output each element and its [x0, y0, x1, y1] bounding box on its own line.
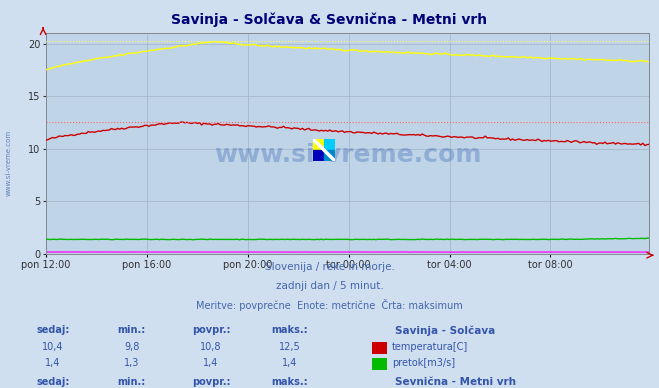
Text: povpr.:: povpr.:	[192, 378, 230, 387]
Text: Savinja - Solčava & Sevnična - Metni vrh: Savinja - Solčava & Sevnična - Metni vrh	[171, 13, 488, 27]
Text: 12,5: 12,5	[279, 342, 301, 352]
Text: Savinja - Solčava: Savinja - Solčava	[395, 325, 496, 336]
Text: 1,4: 1,4	[203, 358, 219, 368]
Bar	[313, 139, 324, 150]
Text: Sevnična - Metni vrh: Sevnična - Metni vrh	[395, 378, 517, 387]
Text: zadnji dan / 5 minut.: zadnji dan / 5 minut.	[275, 281, 384, 291]
Text: temperatura[C]: temperatura[C]	[392, 342, 469, 352]
Text: min.:: min.:	[118, 378, 146, 387]
Text: 10,4: 10,4	[42, 342, 63, 352]
Text: maks.:: maks.:	[272, 378, 308, 387]
Text: 1,4: 1,4	[45, 358, 61, 368]
Text: 1,4: 1,4	[282, 358, 298, 368]
Text: sedaj:: sedaj:	[36, 325, 69, 335]
Bar	[313, 150, 324, 161]
Text: 9,8: 9,8	[124, 342, 140, 352]
Text: Meritve: povprečne  Enote: metrične  Črta: maksimum: Meritve: povprečne Enote: metrične Črta:…	[196, 299, 463, 311]
Text: 10,8: 10,8	[200, 342, 221, 352]
Text: 1,3: 1,3	[124, 358, 140, 368]
Text: Slovenija / reke in morje.: Slovenija / reke in morje.	[264, 262, 395, 272]
Text: sedaj:: sedaj:	[36, 378, 69, 387]
Text: min.:: min.:	[118, 325, 146, 335]
Text: maks.:: maks.:	[272, 325, 308, 335]
Text: pretok[m3/s]: pretok[m3/s]	[392, 358, 455, 368]
Text: www.si-vreme.com: www.si-vreme.com	[214, 143, 481, 166]
Text: www.si-vreme.com: www.si-vreme.com	[5, 130, 12, 196]
Bar	[324, 150, 335, 161]
Bar	[324, 139, 335, 150]
Text: povpr.:: povpr.:	[192, 325, 230, 335]
